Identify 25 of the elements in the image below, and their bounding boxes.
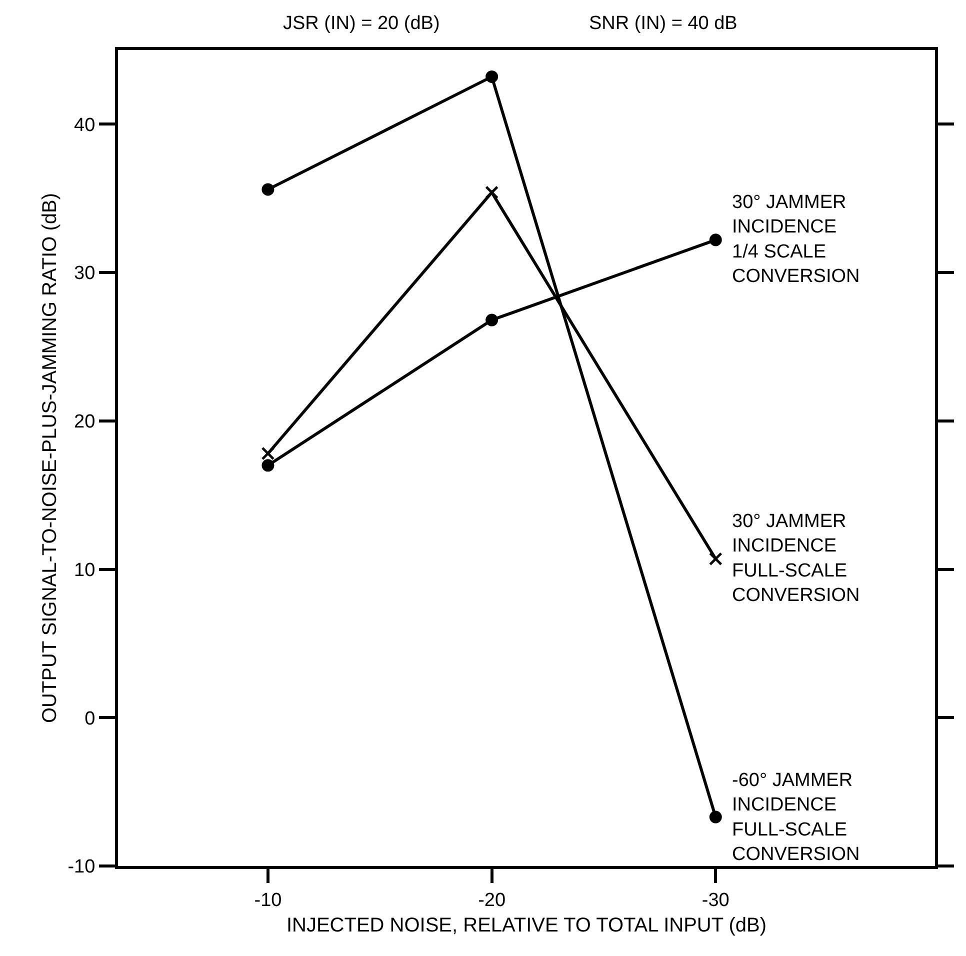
point — [485, 186, 499, 200]
text: SNR (IN) = 40 dB — [589, 13, 738, 34]
point — [708, 552, 722, 566]
y-tick-label: 10 — [74, 560, 96, 581]
point — [261, 446, 275, 460]
series-label: 30° JAMMER INCIDENCE 1/4 SCALE CONVERSION — [732, 192, 860, 288]
x-tick-label: -20 — [478, 890, 506, 911]
text: JSR (IN) = 20 (dB) — [283, 13, 440, 34]
y-tick-label: 40 — [74, 114, 96, 136]
x-tick-label: -30 — [702, 890, 730, 911]
point — [709, 234, 722, 246]
y-tick-label: 0 — [84, 708, 96, 730]
point — [486, 314, 498, 326]
series-label: 30° JAMMER INCIDENCE FULL-SCALE CONVERSION — [732, 511, 860, 606]
point — [709, 810, 722, 824]
point — [486, 70, 498, 83]
y-tick-label: -10 — [68, 856, 96, 878]
y-tick-label: 30 — [74, 263, 96, 284]
point — [262, 183, 274, 196]
y-axis-title: OUTPUT SIGNAL-TO-NOISE-PLUS-JAMMING RATIO (dB) — [39, 192, 62, 724]
x-axis-title: INJECTED NOISE, RELATIVE TO TOTAL INPUT (dB) — [286, 914, 767, 936]
x-tick-label: -10 — [254, 890, 282, 911]
series-label: -60° JAMMER INCIDENCE FULL-SCALE CONVERSION — [732, 770, 860, 866]
y-tick-label: 20 — [74, 412, 96, 433]
point — [262, 459, 274, 472]
